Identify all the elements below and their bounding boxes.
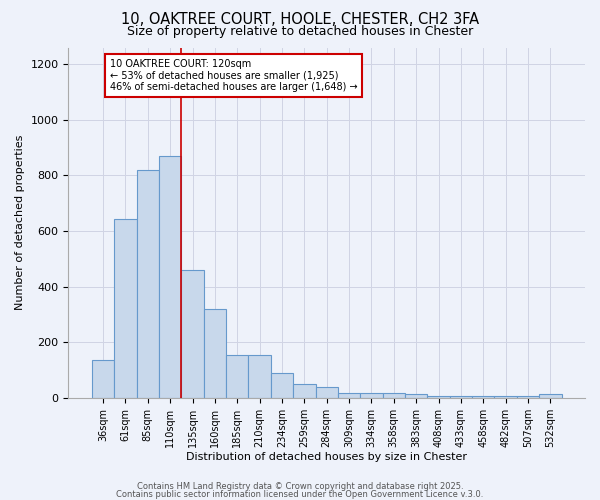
Bar xyxy=(360,393,383,398)
Text: 10 OAKTREE COURT: 120sqm
← 53% of detached houses are smaller (1,925)
46% of sem: 10 OAKTREE COURT: 120sqm ← 53% of detach… xyxy=(110,58,358,92)
Text: Contains public sector information licensed under the Open Government Licence v.: Contains public sector information licen… xyxy=(116,490,484,499)
Bar xyxy=(137,170,159,398)
Bar xyxy=(204,309,226,398)
Text: 10, OAKTREE COURT, HOOLE, CHESTER, CH2 3FA: 10, OAKTREE COURT, HOOLE, CHESTER, CH2 3… xyxy=(121,12,479,28)
Text: Size of property relative to detached houses in Chester: Size of property relative to detached ho… xyxy=(127,25,473,38)
Bar xyxy=(405,394,427,398)
Bar xyxy=(450,396,472,398)
Bar xyxy=(338,393,360,398)
Bar xyxy=(539,394,562,398)
Bar xyxy=(517,396,539,398)
Y-axis label: Number of detached properties: Number of detached properties xyxy=(15,135,25,310)
Bar xyxy=(383,393,405,398)
Bar xyxy=(226,354,248,398)
Bar xyxy=(472,396,494,398)
Bar xyxy=(248,354,271,398)
Bar xyxy=(293,384,316,398)
Text: Contains HM Land Registry data © Crown copyright and database right 2025.: Contains HM Land Registry data © Crown c… xyxy=(137,482,463,491)
Bar xyxy=(181,270,204,398)
Bar xyxy=(427,396,450,398)
X-axis label: Distribution of detached houses by size in Chester: Distribution of detached houses by size … xyxy=(186,452,467,462)
Bar xyxy=(92,360,114,398)
Bar xyxy=(271,374,293,398)
Bar xyxy=(494,396,517,398)
Bar xyxy=(316,386,338,398)
Bar xyxy=(159,156,181,398)
Bar xyxy=(114,218,137,398)
